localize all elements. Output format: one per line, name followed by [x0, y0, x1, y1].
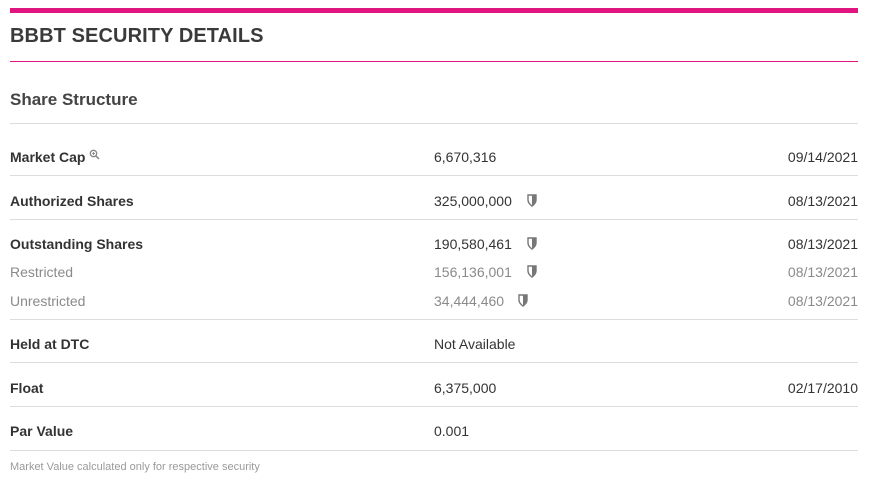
unrestricted-label: Unrestricted [10, 293, 86, 309]
authorized-shares-label: Authorized Shares [10, 193, 134, 209]
market-cap-label-wrap: Market Cap [10, 148, 100, 166]
outstanding-shares-label: Outstanding Shares [10, 236, 144, 252]
row-divider [10, 319, 858, 320]
security-details-panel: BBBT SECURITY DETAILS Share Structure Ma… [10, 0, 858, 478]
float-date: 02/17/2010 [787, 380, 858, 396]
par-value-label: Par Value [10, 423, 74, 439]
unrestricted-value: 34,444,460 [434, 293, 505, 309]
outstanding-shares-date: 08/13/2021 [787, 236, 858, 252]
restricted-date: 08/13/2021 [787, 264, 858, 280]
row-divider [10, 406, 858, 407]
row-divider [10, 219, 858, 220]
market-cap-label: Market Cap [10, 149, 86, 165]
market-cap-value: 6,670,316 [434, 149, 497, 165]
row-divider [10, 450, 858, 451]
float-value: 6,375,000 [434, 380, 497, 396]
float-label: Float [10, 380, 44, 396]
row-divider [10, 362, 858, 363]
restricted-value: 156,136,001 [434, 264, 512, 280]
outstanding-shares-value: 190,580,461 [434, 236, 512, 252]
accent-top-bar [10, 8, 858, 13]
restricted-label: Restricted [10, 264, 74, 280]
authorized-shares-value: 325,000,000 [434, 193, 512, 209]
market-cap-date: 09/14/2021 [787, 149, 858, 165]
shield-icon[interactable] [527, 237, 537, 255]
section-divider [10, 123, 858, 124]
row-divider [10, 175, 858, 176]
section-title: Share Structure [10, 90, 138, 109]
shield-icon[interactable] [518, 294, 528, 312]
par-value-value: 0.001 [434, 423, 470, 439]
magnifier-icon[interactable] [89, 146, 100, 164]
title-divider [10, 61, 858, 62]
shield-icon[interactable] [527, 265, 537, 283]
footnote: Market Value calculated only for respect… [10, 461, 260, 473]
shield-icon[interactable] [527, 194, 537, 212]
unrestricted-date: 08/13/2021 [787, 293, 858, 309]
page-title: BBBT SECURITY DETAILS [10, 25, 264, 47]
authorized-shares-date: 08/13/2021 [787, 193, 858, 209]
held-at-dtc-label: Held at DTC [10, 336, 90, 352]
held-at-dtc-value: Not Available [434, 336, 516, 352]
